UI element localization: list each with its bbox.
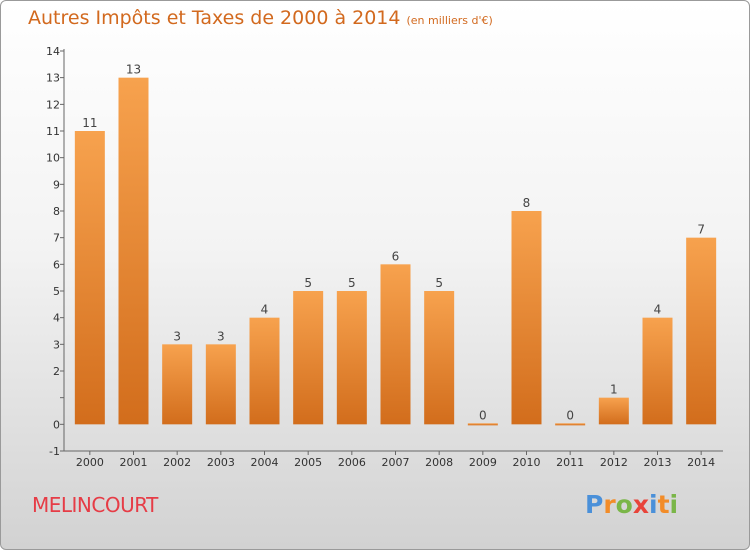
bar-value-label: 3 bbox=[217, 329, 225, 343]
bar-value-label: 13 bbox=[126, 63, 141, 77]
bar-value-label: 0 bbox=[479, 408, 487, 422]
x-tick-label: 2013 bbox=[644, 456, 672, 469]
bar-value-label: 5 bbox=[304, 276, 312, 290]
bar bbox=[642, 317, 673, 425]
y-tick-label: 10 bbox=[46, 152, 60, 165]
logo-letter: o bbox=[615, 490, 633, 519]
bar bbox=[249, 317, 280, 425]
bar-value-label: 0 bbox=[566, 408, 574, 422]
y-tick-label: 9 bbox=[53, 178, 60, 191]
y-tick-label: 14 bbox=[46, 45, 60, 58]
y-tick-label: 3 bbox=[53, 338, 60, 351]
x-tick-label: 2011 bbox=[556, 456, 584, 469]
bar bbox=[686, 237, 717, 425]
x-tick-label: 2002 bbox=[163, 456, 191, 469]
bar-value-label: 8 bbox=[523, 196, 531, 210]
bar-value-label: 5 bbox=[348, 276, 356, 290]
bars bbox=[74, 77, 717, 426]
value-labels: 11 13 3 3 4 5 5 6 5 0 8 0 1 4 7 bbox=[82, 63, 705, 423]
bar bbox=[598, 397, 629, 425]
bar bbox=[380, 264, 411, 425]
y-tick-label: 11 bbox=[46, 125, 60, 138]
x-tick-label: 2010 bbox=[513, 456, 541, 469]
bar-value-label: 3 bbox=[173, 329, 181, 343]
proxiti-logo[interactable]: Proxiti bbox=[585, 490, 678, 519]
x-tick-label: 2014 bbox=[687, 456, 715, 469]
y-tick-label: 12 bbox=[46, 98, 60, 111]
x-tick-label: 2001 bbox=[120, 456, 148, 469]
logo-letter: i bbox=[669, 490, 679, 519]
bar bbox=[205, 344, 236, 425]
y-tick-label: 8 bbox=[53, 205, 60, 218]
bar-value-label: 4 bbox=[261, 303, 269, 317]
y-tick-label: 13 bbox=[46, 72, 60, 85]
bar bbox=[467, 423, 498, 426]
bar-value-label: 7 bbox=[697, 223, 705, 237]
logo-letter: x bbox=[632, 490, 649, 519]
x-tick-label: 2005 bbox=[294, 456, 322, 469]
x-tick-label: 2007 bbox=[382, 456, 410, 469]
y-tick-label: 7 bbox=[53, 232, 60, 245]
bar bbox=[118, 77, 149, 425]
y-tick-label: 0 bbox=[53, 418, 60, 431]
town-name: MELINCOURT bbox=[32, 493, 158, 517]
bar bbox=[511, 211, 542, 425]
logo-letter: t bbox=[657, 490, 670, 519]
bar bbox=[336, 291, 367, 425]
bar bbox=[162, 344, 193, 425]
bar-value-label: 1 bbox=[610, 383, 618, 397]
x-tick-label: 2009 bbox=[469, 456, 497, 469]
y-tick-label: -1 bbox=[49, 445, 60, 458]
x-tick-label: 2003 bbox=[207, 456, 235, 469]
y-tick-label: 4 bbox=[53, 312, 60, 325]
y-tick-label: 2 bbox=[53, 365, 60, 378]
bar bbox=[293, 291, 324, 425]
bar bbox=[555, 423, 586, 426]
y-tick-label: 5 bbox=[53, 285, 60, 298]
chart-title-text: Autres Impôts et Taxes de 2000 à 2014 bbox=[28, 7, 401, 29]
bar-value-label: 5 bbox=[435, 276, 443, 290]
x-tick-label: 2000 bbox=[76, 456, 104, 469]
bar bbox=[74, 131, 105, 425]
bar-value-label: 11 bbox=[82, 116, 97, 130]
y-tick-label: 6 bbox=[53, 258, 60, 271]
logo-letter: i bbox=[649, 490, 658, 519]
x-tick-label: 2004 bbox=[251, 456, 279, 469]
logo-letter: r bbox=[603, 490, 616, 519]
chart-title: Autres Impôts et Taxes de 2000 à 2014 (en… bbox=[28, 7, 493, 29]
bar-value-label: 4 bbox=[654, 303, 662, 317]
x-tick-label: 2008 bbox=[425, 456, 453, 469]
chart-unit: (en milliers d'€) bbox=[406, 14, 493, 27]
x-tick-label: 2012 bbox=[600, 456, 628, 469]
bar-value-label: 6 bbox=[392, 249, 400, 263]
x-tick-label: 2006 bbox=[338, 456, 366, 469]
logo-letter: P bbox=[585, 490, 604, 519]
bar bbox=[424, 291, 455, 425]
